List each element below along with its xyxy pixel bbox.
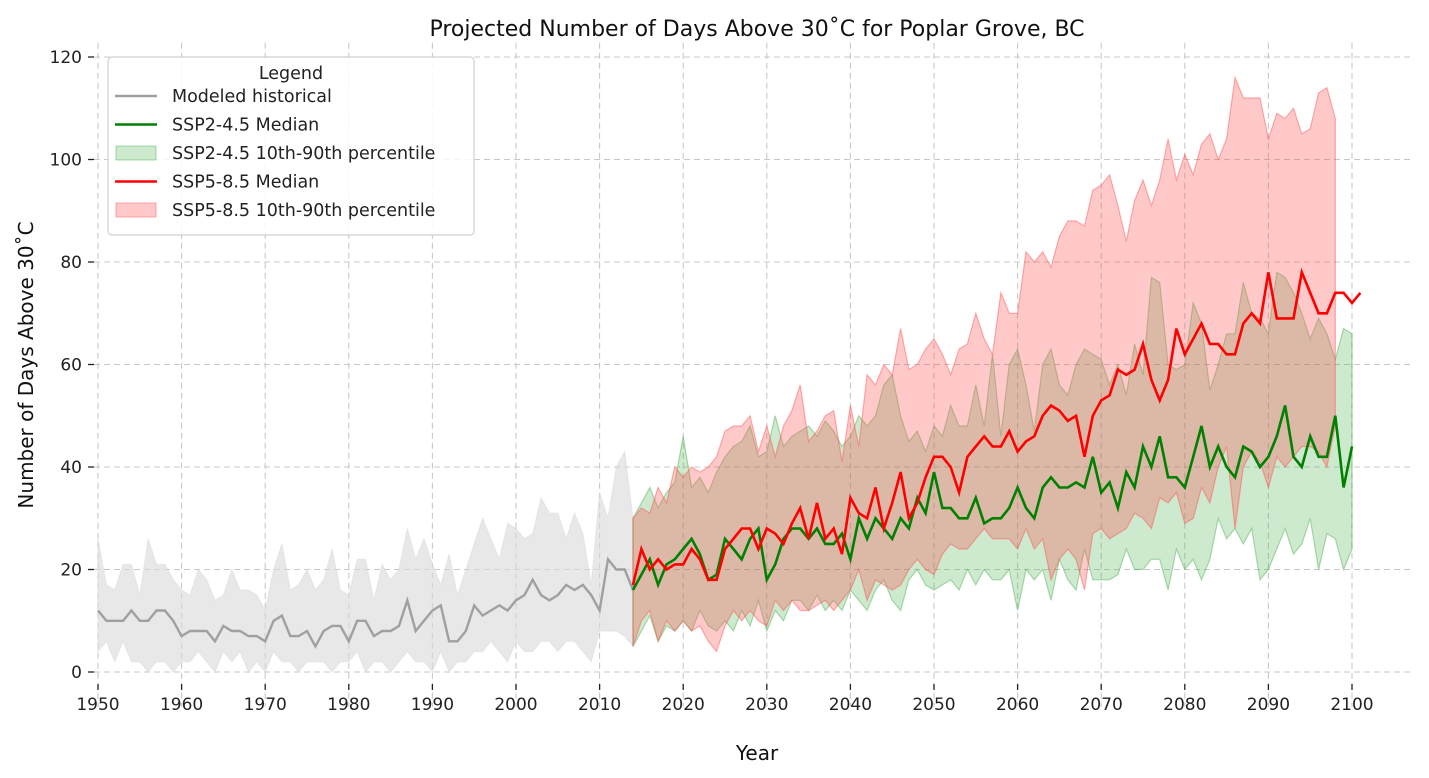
ssp585-median-line — [631, 267, 1362, 586]
legend-entry: SSP5-8.5 Median — [115, 173, 319, 193]
legend-entry: Modeled historical — [115, 87, 332, 107]
y-tick-label: 20 — [60, 561, 82, 581]
y-tick-label: 80 — [60, 253, 82, 273]
legend-label: SSP2-4.5 10th-90th percentile — [172, 144, 435, 164]
x-tick-label: 2000 — [494, 695, 537, 715]
x-tick-label: 2060 — [996, 695, 1039, 715]
ssp245-percentile-band — [632, 271, 1353, 647]
x-tick-label: 2070 — [1080, 695, 1123, 715]
y-axis-title: Number of Days Above 30˚C — [14, 221, 38, 508]
legend-swatch-band — [115, 145, 157, 161]
chart-title: Projected Number of Days Above 30˚C for … — [429, 17, 1084, 42]
legend-label: SSP2-4.5 Median — [172, 116, 319, 136]
y-tick-label: 100 — [50, 151, 82, 171]
x-tick-label: 2090 — [1247, 695, 1290, 715]
legend-box — [107, 56, 475, 236]
legend-entry: SSP5-8.5 10th-90th percentile — [115, 201, 435, 221]
y-tick-label: 0 — [71, 663, 82, 683]
historical-median-line — [97, 556, 635, 649]
legend-label: Modeled historical — [172, 87, 332, 107]
legend-title: Legend — [259, 64, 323, 84]
x-tick-label: 2080 — [1163, 695, 1206, 715]
legend-label: SSP5-8.5 10th-90th percentile — [172, 201, 435, 221]
gridlines — [94, 42, 1412, 707]
x-tick-label: 2010 — [578, 695, 621, 715]
x-tick-label: 1960 — [160, 695, 203, 715]
y-tick-label: 60 — [60, 356, 82, 376]
x-tick-label: 1970 — [244, 695, 287, 715]
y-tick-label: 120 — [50, 48, 82, 68]
y-tick-label: 40 — [60, 458, 82, 478]
legend-entry: SSP2-4.5 10th-90th percentile — [115, 144, 435, 164]
historical-percentile-band — [97, 449, 634, 674]
legend-label: SSP5-8.5 Median — [172, 173, 319, 193]
legend: Legend Modeled historical SSP2-4.5 Median… — [107, 56, 475, 236]
x-tick-label: 1950 — [76, 695, 119, 715]
x-tick-label: 2030 — [745, 695, 788, 715]
y-axis-ticks: 0 20 40 60 80 100 120 — [50, 48, 94, 683]
legend-entry: SSP2-4.5 Median — [115, 116, 319, 136]
x-tick-label: 2040 — [829, 695, 872, 715]
x-axis-ticks: 1950 1960 1970 1980 1990 2000 2010 2020 2030 2040… — [76, 684, 1374, 715]
x-tick-label: 1980 — [327, 695, 370, 715]
x-tick-label: 2050 — [912, 695, 955, 715]
x-tick-label: 1990 — [411, 695, 454, 715]
legend-swatch-band — [115, 202, 157, 218]
x-tick-label: 2100 — [1330, 695, 1373, 715]
percentile-bands — [97, 75, 1353, 674]
x-tick-label: 2020 — [662, 695, 705, 715]
median-lines — [97, 267, 1362, 649]
x-axis-title: Year — [735, 741, 779, 765]
